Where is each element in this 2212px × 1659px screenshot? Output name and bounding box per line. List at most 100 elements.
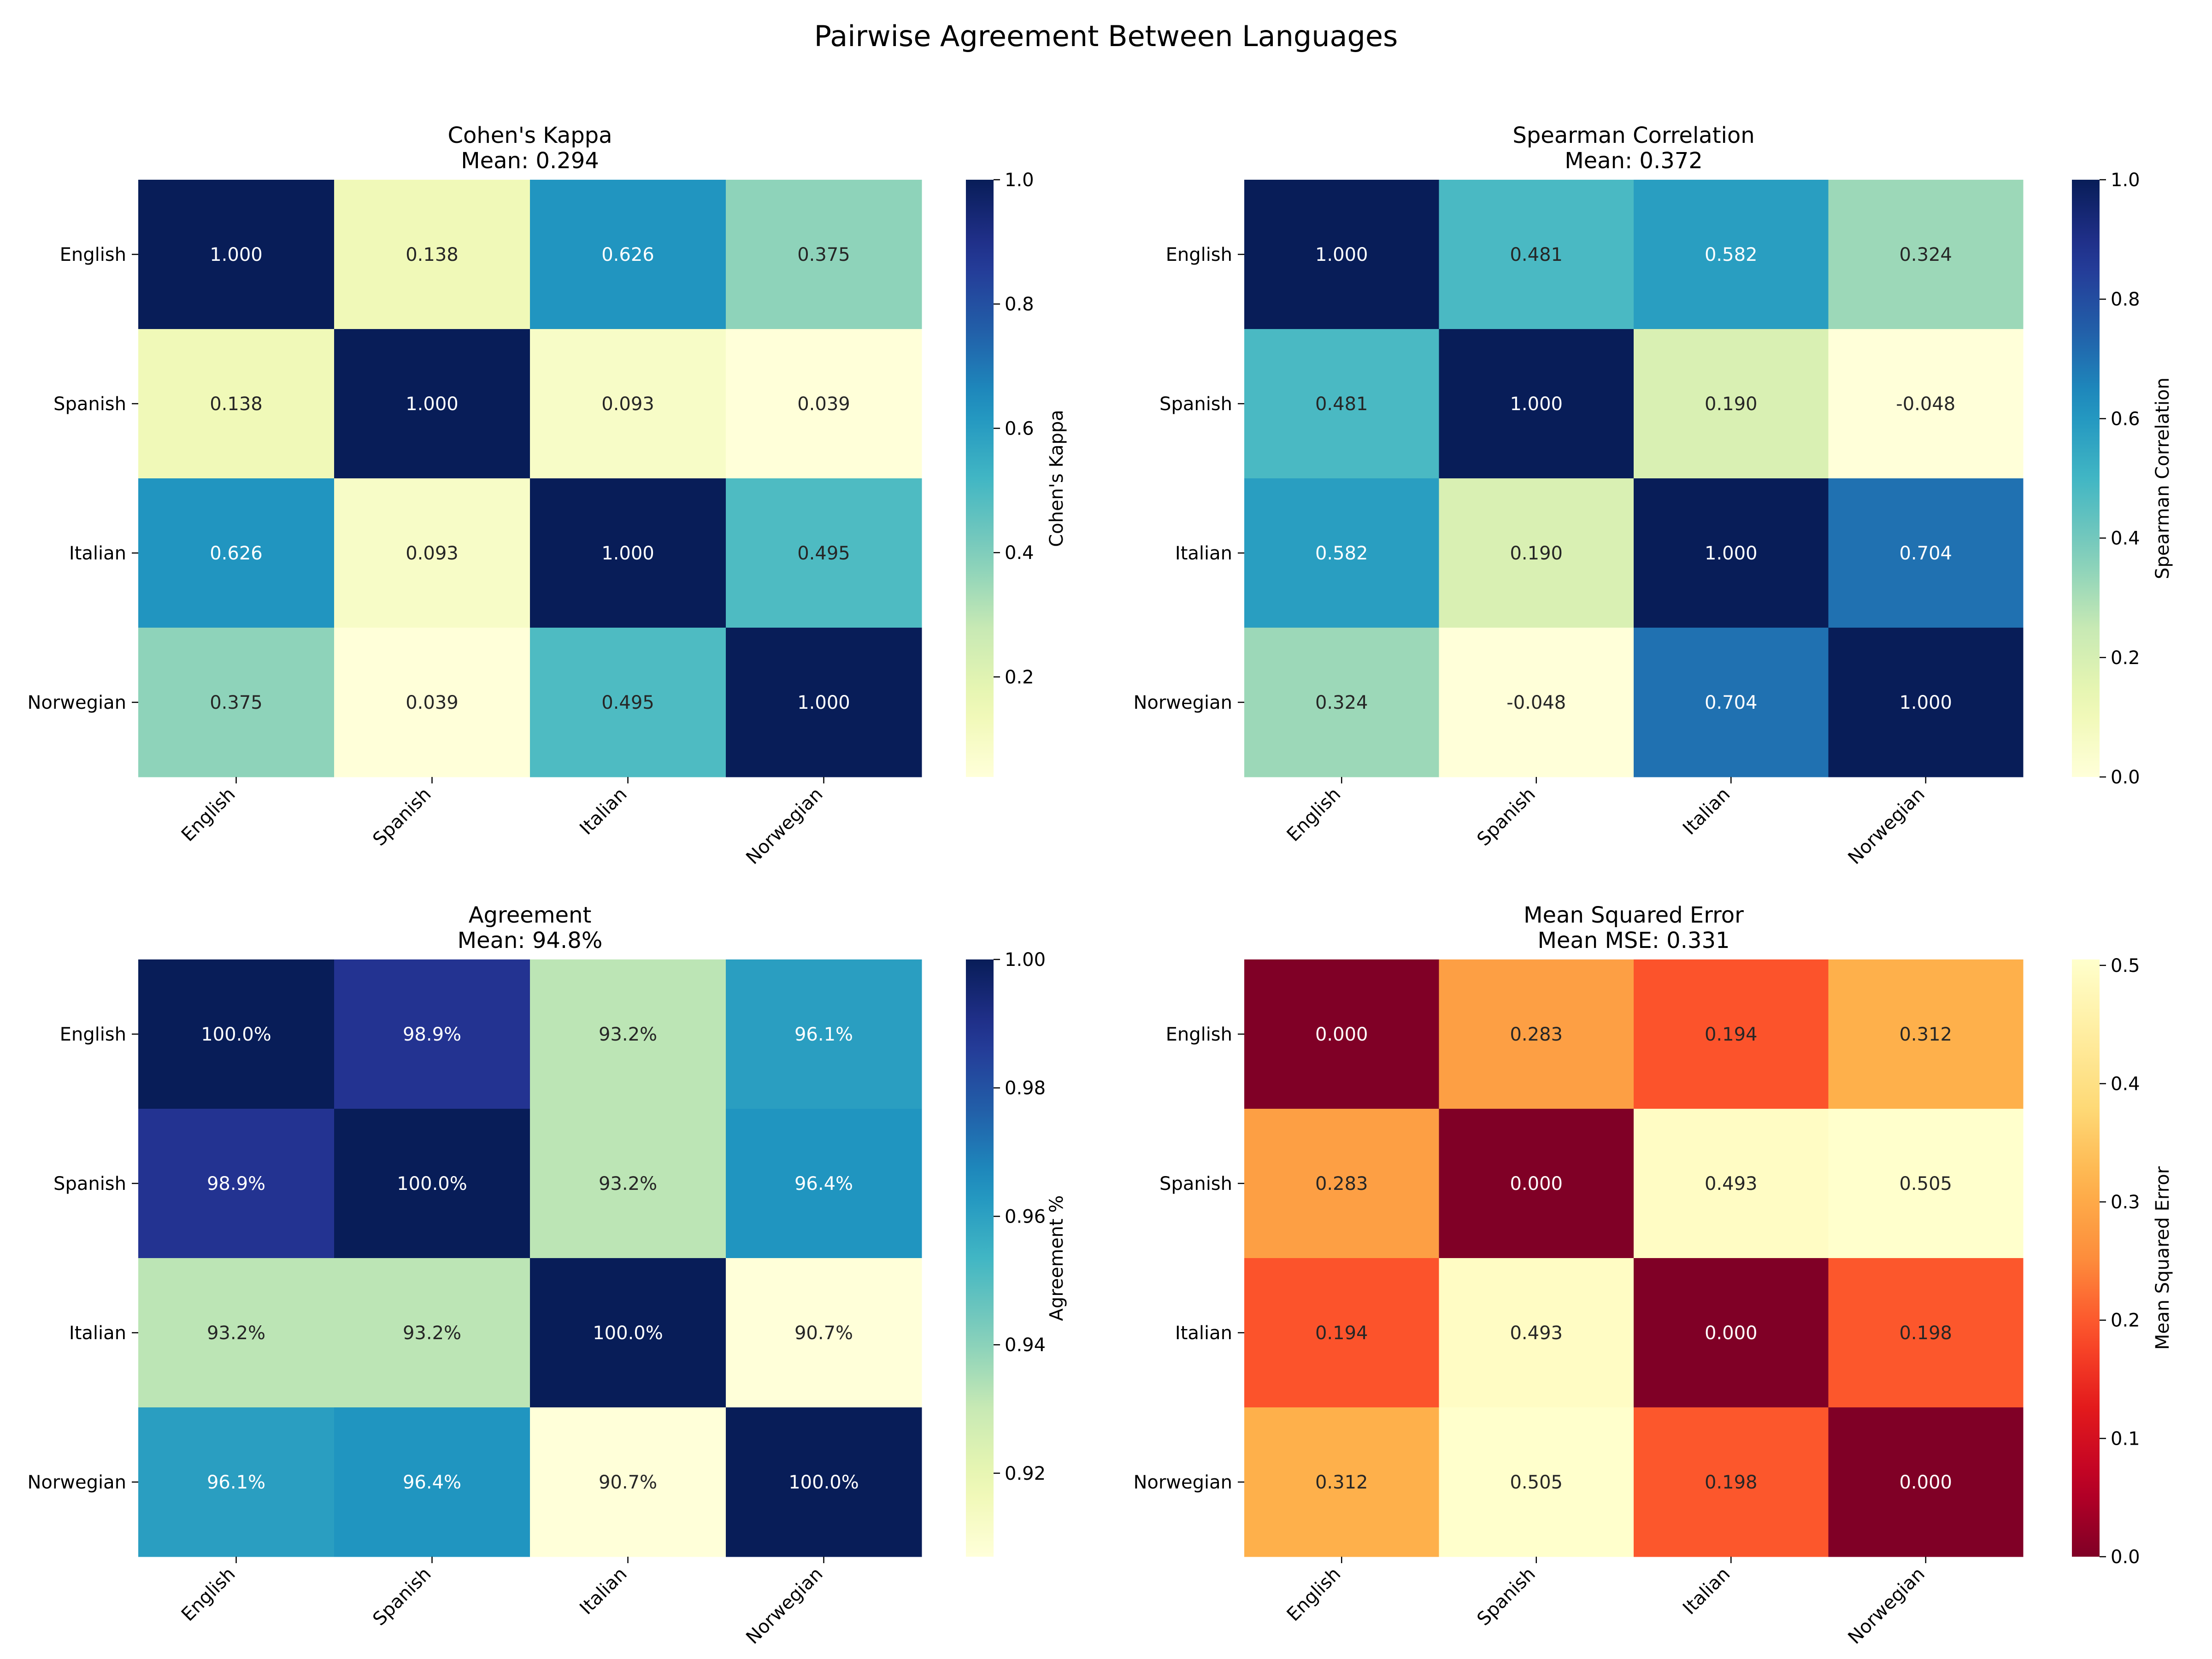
cell-value-label: 96.4%	[794, 1173, 853, 1194]
cell-value-label: 0.324	[1899, 244, 1952, 265]
heatmap-cell	[1634, 180, 1829, 329]
heatmap-cell	[530, 628, 726, 777]
cell-value-label: 96.1%	[207, 1472, 265, 1493]
heatmap-cell	[1828, 959, 2024, 1109]
y-tick-label: English	[60, 244, 126, 265]
x-tick-label: English	[1283, 784, 1345, 846]
y-tick-label: Italian	[1175, 1323, 1232, 1344]
y-tick-label: English	[1166, 1024, 1232, 1045]
heatmap-cell	[1439, 180, 1634, 329]
heatmap-cell	[726, 329, 922, 479]
heatmap-cell	[1634, 1109, 1829, 1259]
y-tick-label: Spanish	[1159, 1173, 1232, 1194]
cell-value-label: 1.000	[797, 692, 850, 713]
heatmap-cell	[726, 1109, 922, 1259]
y-tick-label: Norwegian	[1133, 1472, 1232, 1493]
heatmap-cell	[1244, 1407, 1439, 1557]
cell-value-label: 0.312	[1899, 1024, 1952, 1045]
colorbar-tick-label: 0.5	[2111, 955, 2140, 977]
cell-value-label: 1.000	[1510, 394, 1563, 415]
heatmap-cell	[334, 478, 530, 628]
cell-value-label: 0.138	[406, 244, 459, 265]
cell-value-label: 100.0%	[788, 1472, 859, 1493]
cell-value-label: 0.198	[1705, 1472, 1758, 1493]
heatmap-cell	[1828, 628, 2024, 777]
y-tick-label: English	[1166, 244, 1232, 265]
cell-value-label: 0.375	[797, 244, 850, 265]
colorbar-tick-label: 0.2	[2111, 1310, 2140, 1331]
heatmap-cell	[726, 1407, 922, 1557]
cell-value-label: 100.0%	[201, 1024, 271, 1045]
x-tick-label: Spanish	[369, 1564, 435, 1630]
x-tick-label: Italian	[576, 1564, 631, 1619]
cell-value-label: 1.000	[1899, 692, 1952, 713]
colorbar-tick-label: 0.92	[1005, 1463, 1046, 1484]
cell-value-label: 0.505	[1510, 1472, 1563, 1493]
heatmap-cell	[1244, 180, 1439, 329]
panel-title: Cohen's Kappa	[447, 123, 612, 148]
heatmap-cell	[1634, 1258, 1829, 1408]
colorbar	[2072, 180, 2100, 777]
cell-value-label: 0.495	[601, 692, 654, 713]
colorbar-label: Spearman Correlation	[2152, 377, 2173, 579]
cell-value-label: 1.000	[406, 394, 459, 415]
panel-title: Mean Squared Error	[1524, 902, 1744, 928]
heatmap-cell	[1439, 1407, 1634, 1557]
cell-value-label: 0.324	[1315, 692, 1368, 713]
colorbar-label: Mean Squared Error	[2152, 1166, 2173, 1350]
x-tick-label: Spanish	[369, 784, 435, 850]
cell-value-label: 0.582	[1315, 543, 1368, 564]
panel-subtitle: Mean: 0.294	[461, 148, 599, 174]
heatmap-cell	[138, 1109, 335, 1259]
colorbar-tick-label: 0.0	[2111, 767, 2140, 788]
heatmap-cell	[334, 329, 530, 479]
heatmap-cell	[726, 1258, 922, 1408]
cell-value-label: 96.1%	[794, 1024, 853, 1045]
y-tick-label: Spanish	[53, 1173, 126, 1194]
heatmap-cell	[334, 1258, 530, 1408]
cell-value-label: 1.000	[1315, 244, 1368, 265]
colorbar-tick-label: 0.4	[2111, 1073, 2140, 1094]
y-tick-label: Italian	[69, 1323, 126, 1344]
cell-value-label: 96.4%	[403, 1472, 461, 1493]
heatmap-cell	[530, 1407, 726, 1557]
x-tick-label: English	[177, 784, 240, 846]
panel-subtitle: Mean: 94.8%	[458, 928, 603, 953]
cell-value-label: 0.198	[1899, 1323, 1952, 1344]
cell-value-label: 0.000	[1705, 1323, 1758, 1344]
colorbar-tick-label: 0.6	[2111, 408, 2140, 429]
heatmap-cell	[1828, 329, 2024, 479]
heatmap-cell	[138, 180, 335, 329]
cell-value-label: 0.000	[1315, 1024, 1368, 1045]
cell-value-label: 0.190	[1510, 543, 1563, 564]
cell-value-label: 0.190	[1705, 394, 1758, 415]
colorbar-tick-label: 0.96	[1005, 1206, 1046, 1227]
cell-value-label: 0.039	[797, 394, 850, 415]
cell-value-label: 0.481	[1315, 394, 1368, 415]
heatmap-cell	[138, 1258, 335, 1408]
cell-value-label: 0.194	[1315, 1323, 1368, 1344]
colorbar-label: Cohen's Kappa	[1046, 410, 1067, 547]
colorbar-tick-label: 0.2	[2111, 647, 2140, 669]
heatmap-cell	[726, 478, 922, 628]
heatmap-cell	[1828, 1109, 2024, 1259]
cell-value-label: 0.582	[1705, 244, 1758, 265]
heatmap-cell	[1244, 959, 1439, 1109]
colorbar-tick-label: 0.8	[2111, 289, 2140, 310]
cell-value-label: -0.048	[1506, 692, 1566, 713]
cell-value-label: 0.093	[406, 543, 459, 564]
cell-value-label: 93.2%	[599, 1024, 657, 1045]
heatmap-cell	[334, 180, 530, 329]
cell-value-label: 100.0%	[593, 1323, 663, 1344]
cell-value-label: 93.2%	[599, 1173, 657, 1194]
x-tick-label: Spanish	[1473, 784, 1540, 850]
figure-title: Pairwise Agreement Between Languages	[814, 19, 1398, 53]
heatmap-cell	[530, 1109, 726, 1259]
heatmap-cell	[1244, 1109, 1439, 1259]
heatmap-cell	[138, 1407, 335, 1557]
cell-value-label: 1.000	[1705, 543, 1758, 564]
